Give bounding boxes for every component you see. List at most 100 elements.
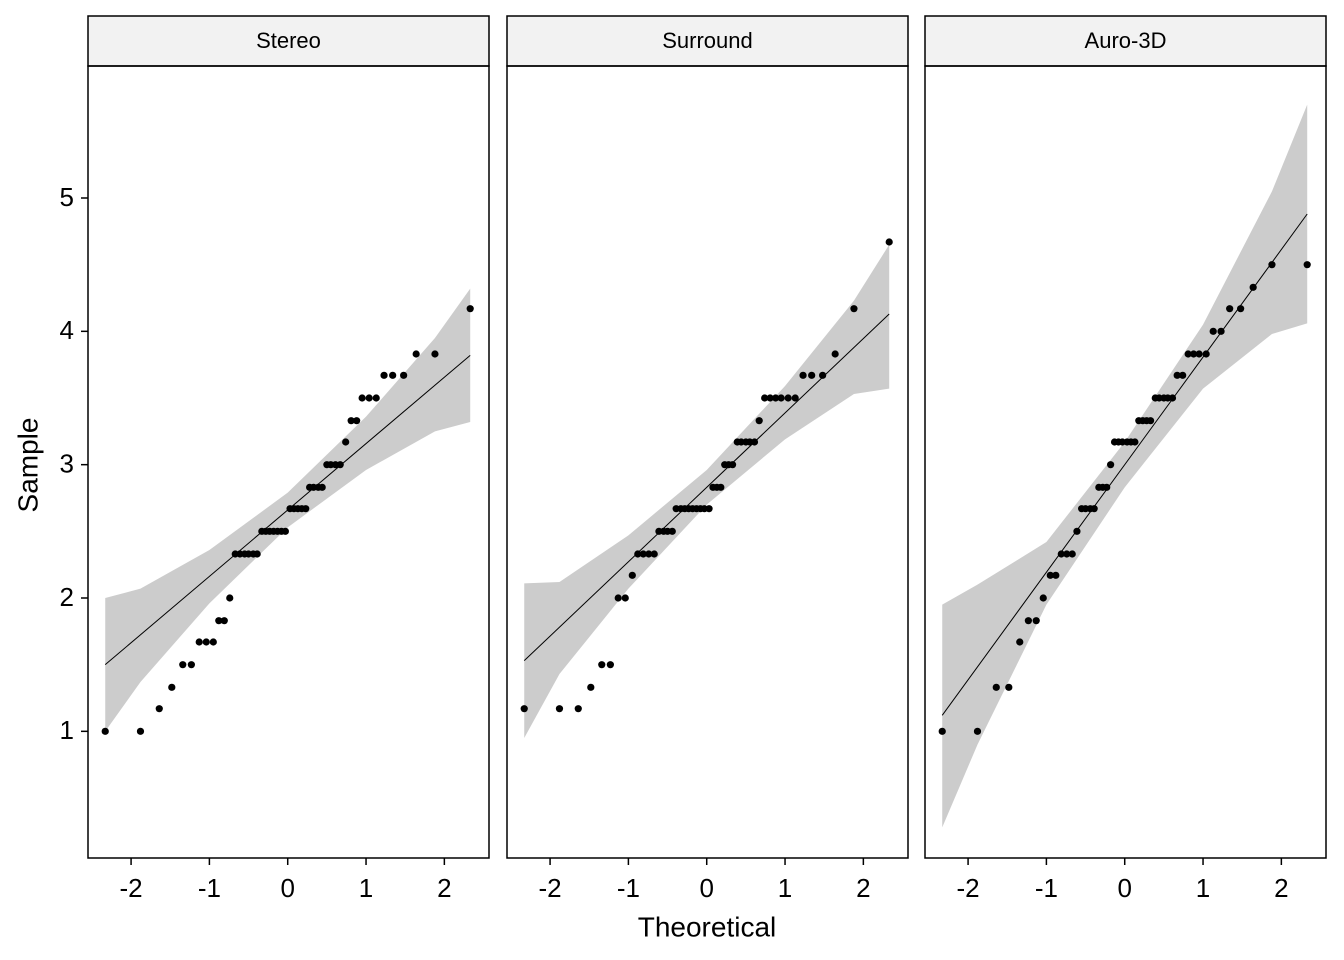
point [1179,371,1187,379]
x-tick-label: -1 [198,873,221,903]
panel-border [506,65,909,859]
point [1039,594,1047,602]
strip-title: Auro-3D [1085,28,1167,53]
point [179,661,187,669]
point [101,727,109,735]
point [358,394,366,402]
point [195,638,203,646]
point [628,571,636,579]
point [1107,461,1115,469]
point [755,417,763,425]
point [705,505,713,513]
point [645,550,653,558]
point [1032,617,1040,625]
x-tick-label: 0 [699,873,713,903]
confidence-band [942,104,1308,828]
point [621,594,629,602]
point [1063,550,1071,558]
point [1052,571,1060,579]
point [1184,350,1192,358]
panel-border [87,65,490,859]
point [1195,350,1203,358]
point [614,594,622,602]
x-tick-label: -2 [539,873,562,903]
confidence-band [524,244,890,738]
point [766,394,774,402]
point [850,305,858,313]
point [606,661,614,669]
point [791,394,799,402]
x-tick-label: -1 [1035,873,1058,903]
point [808,371,816,379]
point [973,727,982,735]
point [1217,327,1225,335]
point [668,527,676,535]
point [400,371,408,379]
point [1073,527,1081,535]
point [1057,550,1065,558]
point [831,350,839,358]
fit-line [523,313,890,662]
point [342,438,350,446]
point [353,417,361,425]
point [412,350,420,358]
x-tick-label: -2 [957,873,980,903]
point [1103,483,1111,491]
point [992,683,1000,691]
point [639,550,647,558]
x-tick-label: 1 [359,873,373,903]
point [380,371,388,379]
point [365,394,373,402]
point [885,238,893,246]
point [389,371,397,379]
point [1202,350,1210,358]
y-tick-label: 2 [60,582,74,612]
point [466,305,474,313]
point [1005,683,1013,691]
x-axis-title: Theoretical [638,911,777,942]
point [1024,617,1032,625]
x-tick-label: 0 [280,873,294,903]
point [209,638,217,646]
point [1303,261,1311,269]
strip [506,15,909,67]
point [347,417,355,425]
point [717,483,725,491]
point [202,638,210,646]
point [650,550,658,558]
point [555,705,564,713]
point [1226,305,1234,313]
point [1131,438,1139,446]
point [1168,394,1177,402]
point [1268,261,1276,269]
x-tick-label: 0 [1117,873,1131,903]
point [187,661,195,669]
point [1016,638,1024,646]
x-tick-label: 2 [437,873,451,903]
point [750,438,759,446]
point [302,505,310,513]
point [1249,283,1257,291]
point [168,683,176,691]
point [587,683,595,691]
point [220,617,228,625]
point [281,527,289,535]
y-tick-label: 5 [60,182,74,212]
x-tick-label: 2 [856,873,870,903]
point [784,394,792,402]
point [226,594,234,602]
point [799,371,807,379]
point [1046,571,1054,579]
x-tick-label: 2 [1274,873,1288,903]
point [1173,371,1181,379]
y-axis-title: Sample [12,418,43,513]
x-tick-label: -1 [617,873,640,903]
point [1146,417,1155,425]
point [819,371,827,379]
y-tick-label: 3 [60,449,74,479]
strip-title: Surround [662,28,753,53]
point [761,394,769,402]
point [336,461,344,469]
point [1237,305,1245,313]
